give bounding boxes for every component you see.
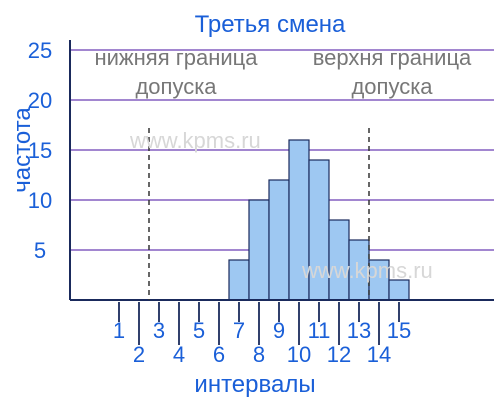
watermark-upper: www.kpms.ru: [129, 128, 261, 153]
x-tick-label-12: 12: [327, 342, 351, 367]
y-tick-label-15: 15: [28, 138, 52, 163]
x-axis-label: интервалы: [194, 371, 315, 398]
y-tick-label-25: 25: [28, 38, 52, 63]
tolerance-limit-lines: [148, 128, 370, 300]
x-tick-label-2: 2: [133, 342, 145, 367]
y-tick-label-10: 10: [28, 188, 52, 213]
x-tick-label-6: 6: [213, 342, 225, 367]
bar-9: [268, 179, 290, 301]
axes: [69, 40, 494, 301]
x-tick-label-13: 13: [347, 318, 371, 343]
y-tick-label-5: 5: [34, 238, 46, 263]
x-tick-label-11: 11: [308, 318, 331, 343]
y-tick-label-20: 20: [28, 88, 52, 113]
x-tick-label-5: 5: [193, 318, 205, 343]
y-tick-labels: 5 10 15 20 25: [28, 38, 52, 263]
lower-limit-label-line1: нижняя граница: [94, 45, 258, 70]
x-tick-label-4: 4: [173, 342, 185, 367]
x-tick-label-8: 8: [253, 342, 265, 367]
x-tick-label-10: 10: [287, 342, 311, 367]
x-tick-label-7: 7: [233, 318, 245, 343]
lower-limit-label-line2: допуска: [135, 74, 217, 99]
grid-lines: [70, 49, 494, 251]
chart-title: Третья смена: [195, 11, 346, 38]
x-tick-label-15: 15: [387, 318, 411, 343]
x-tick-label-9: 9: [273, 318, 285, 343]
x-tick-label-14: 14: [367, 342, 391, 367]
bar-15: [388, 279, 410, 301]
watermark-lower: www.kpms.ru: [301, 258, 433, 283]
bar-7: [228, 259, 250, 301]
upper-limit-label-line2: допуска: [351, 74, 433, 99]
x-tick-label-3: 3: [153, 318, 165, 343]
upper-limit-label-line1: верхня граница: [313, 45, 472, 70]
bar-8: [248, 199, 270, 301]
x-tick-label-1: 1: [113, 318, 125, 343]
y-axis-label: частота: [9, 107, 36, 193]
